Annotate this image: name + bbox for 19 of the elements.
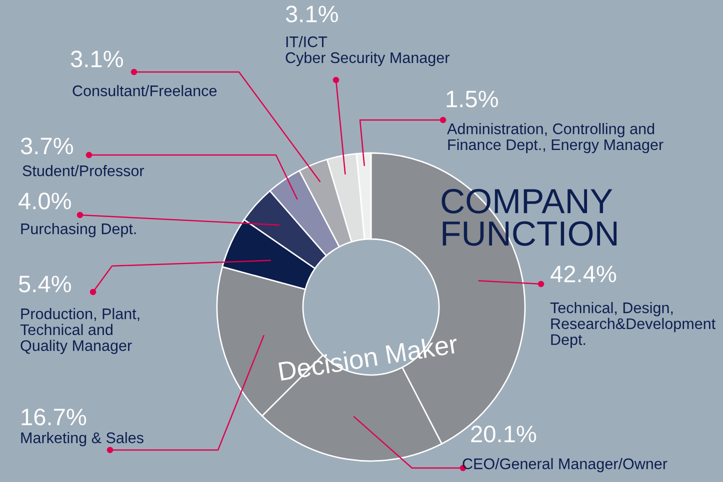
data-label: 20.1% [471, 426, 536, 442]
slice-label: IT/ICT Cyber Security Manager [286, 36, 450, 66]
data-label: 3.1% [70, 50, 123, 68]
data-label: 3.7% [20, 138, 73, 154]
slice-label: Technical, Design, Research&Development Dept. [550, 302, 716, 348]
slice-label: Purchasing Dept. [21, 223, 136, 238]
data-label: 3.1% [286, 6, 338, 22]
slice-label: Student/Professor [22, 165, 144, 176]
data-label: 1.5% [446, 90, 498, 108]
data-label: 4.0% [18, 192, 71, 210]
data-label: 42.4% [550, 266, 616, 282]
slice-label: Administration, Controlling and Finance Dept., Energy Manager [447, 123, 664, 154]
slice-label: Consultant/Freelance [72, 85, 217, 96]
text: Decision Maker [278, 334, 458, 381]
data-label: 16.7% [22, 408, 86, 426]
slice-label: Production, Plant, Technical and Quality Manager [20, 308, 140, 354]
slice-label: Marketing & Sales [21, 432, 144, 446]
slice-label: CEO/General Manager/Owner [462, 458, 668, 472]
data-label: 5.4% [18, 276, 71, 292]
